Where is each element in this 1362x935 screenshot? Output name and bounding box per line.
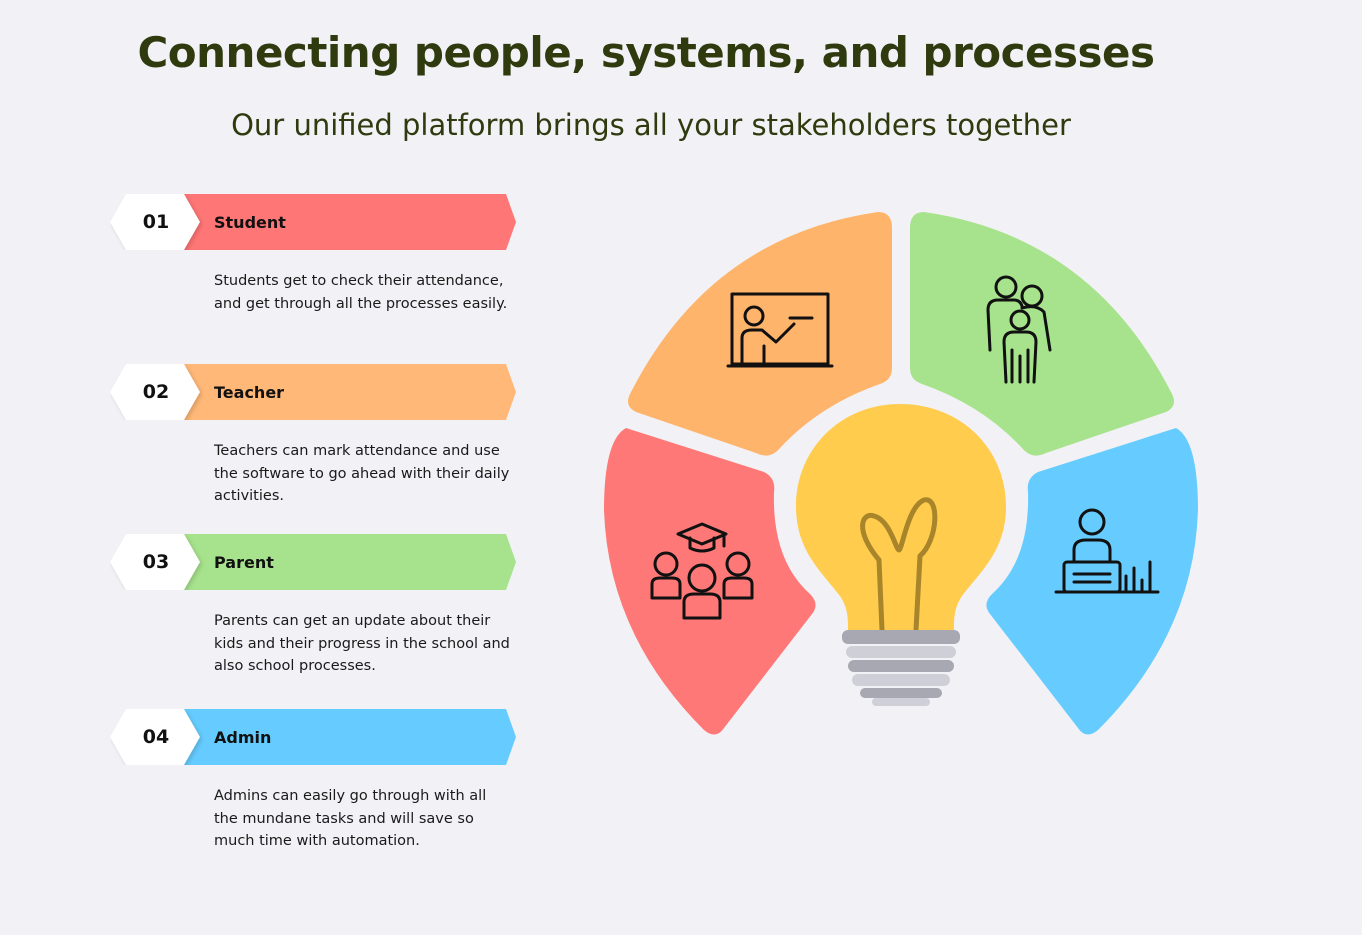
page-title: Connecting people, systems, and processe… <box>137 28 1155 77</box>
step-number: 01 <box>142 211 170 233</box>
step-label: Student <box>214 213 286 232</box>
segment-student <box>604 428 816 735</box>
step-description: Students get to check their attendance, … <box>214 273 508 312</box>
step-number: 03 <box>142 551 170 573</box>
diagram-svg <box>604 212 1198 735</box>
step-description: Teachers can mark attendance and use the… <box>214 443 510 504</box>
step-banner <box>110 364 516 420</box>
step-description: Parents can get an update about their ki… <box>214 613 510 674</box>
step-banner <box>110 534 516 590</box>
step-number: 04 <box>142 726 170 748</box>
step-banner <box>110 194 516 250</box>
stakeholder-step: 01 Student Students get to check their att… <box>110 194 520 334</box>
segment-parent <box>910 212 1174 456</box>
students-graduation-icon <box>650 522 754 620</box>
family-icon <box>986 275 1052 384</box>
step-banner <box>110 709 516 765</box>
step-number: 02 <box>142 381 170 403</box>
admin-desk-chart-icon <box>1054 508 1160 594</box>
page-subtitle: Our unified platform brings all your sta… <box>231 108 1071 142</box>
segment-teacher <box>628 212 892 456</box>
light-bulb-icon <box>796 404 1006 706</box>
stakeholder-step: 02 Teacher Teachers can mark attendance an… <box>110 364 520 504</box>
step-description: Admins can easily go through with all th… <box>214 788 487 849</box>
step-label: Parent <box>214 553 274 572</box>
stakeholder-step: 03 Parent Parents can get an update about … <box>110 534 520 674</box>
stakeholder-diagram <box>590 200 1210 760</box>
step-label: Admin <box>214 728 272 747</box>
stakeholder-step: 04 Admin Admins can easily go through with… <box>110 709 520 849</box>
step-label: Teacher <box>214 383 285 402</box>
teacher-board-icon <box>726 292 834 368</box>
